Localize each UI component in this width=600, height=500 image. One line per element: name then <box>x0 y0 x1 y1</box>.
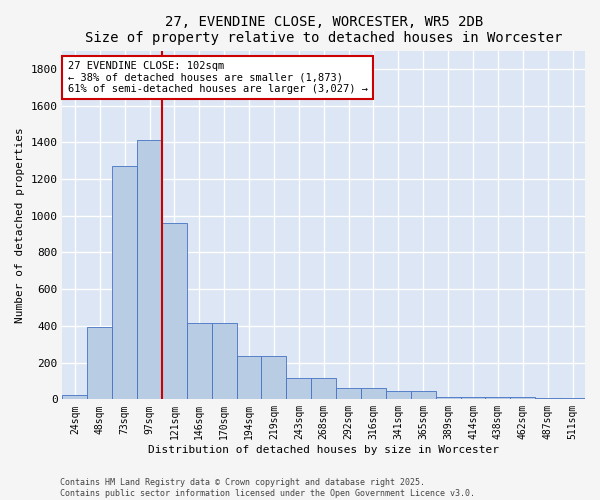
Y-axis label: Number of detached properties: Number of detached properties <box>15 127 25 323</box>
Bar <box>286 378 311 400</box>
Bar <box>212 323 236 400</box>
Bar <box>461 398 485 400</box>
X-axis label: Distribution of detached houses by size in Worcester: Distribution of detached houses by size … <box>148 445 499 455</box>
Bar <box>311 378 336 400</box>
Bar <box>137 140 162 400</box>
Bar <box>88 327 112 400</box>
Bar <box>112 166 137 400</box>
Bar <box>236 356 262 400</box>
Bar <box>187 323 212 400</box>
Bar <box>386 391 411 400</box>
Text: 27 EVENDINE CLOSE: 102sqm
← 38% of detached houses are smaller (1,873)
61% of se: 27 EVENDINE CLOSE: 102sqm ← 38% of detac… <box>68 61 368 94</box>
Bar <box>162 223 187 400</box>
Bar <box>361 388 386 400</box>
Bar <box>262 356 286 400</box>
Bar <box>411 391 436 400</box>
Title: 27, EVENDINE CLOSE, WORCESTER, WR5 2DB
Size of property relative to detached hou: 27, EVENDINE CLOSE, WORCESTER, WR5 2DB S… <box>85 15 562 45</box>
Bar <box>62 394 88 400</box>
Bar <box>336 388 361 400</box>
Bar <box>511 396 535 400</box>
Bar <box>535 398 560 400</box>
Text: Contains HM Land Registry data © Crown copyright and database right 2025.
Contai: Contains HM Land Registry data © Crown c… <box>60 478 475 498</box>
Bar <box>560 398 585 400</box>
Bar <box>485 396 511 400</box>
Bar <box>436 398 461 400</box>
